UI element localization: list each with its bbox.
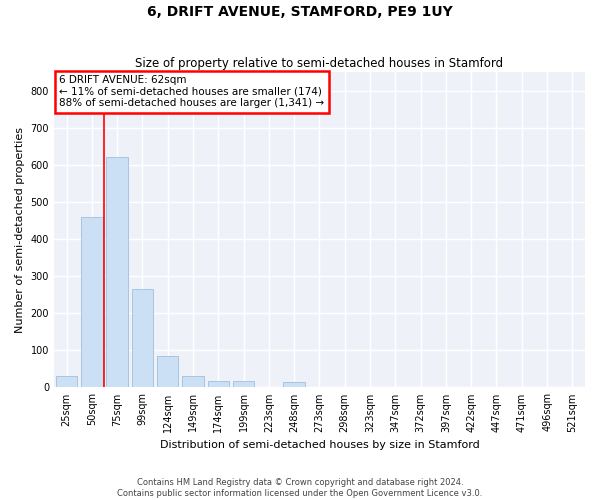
Bar [283,382,305,388]
Bar [56,376,77,388]
Bar [157,356,178,388]
Text: Contains HM Land Registry data © Crown copyright and database right 2024.
Contai: Contains HM Land Registry data © Crown c… [118,478,482,498]
Bar [106,158,128,388]
Title: Size of property relative to semi-detached houses in Stamford: Size of property relative to semi-detach… [136,56,503,70]
Bar [131,289,153,388]
Bar [233,381,254,388]
Text: 6, DRIFT AVENUE, STAMFORD, PE9 1UY: 6, DRIFT AVENUE, STAMFORD, PE9 1UY [147,5,453,19]
X-axis label: Distribution of semi-detached houses by size in Stamford: Distribution of semi-detached houses by … [160,440,479,450]
Y-axis label: Number of semi-detached properties: Number of semi-detached properties [15,126,25,332]
Bar [208,381,229,388]
Bar [81,217,103,388]
Bar [182,376,204,388]
Text: 6 DRIFT AVENUE: 62sqm
← 11% of semi-detached houses are smaller (174)
88% of sem: 6 DRIFT AVENUE: 62sqm ← 11% of semi-deta… [59,75,325,108]
